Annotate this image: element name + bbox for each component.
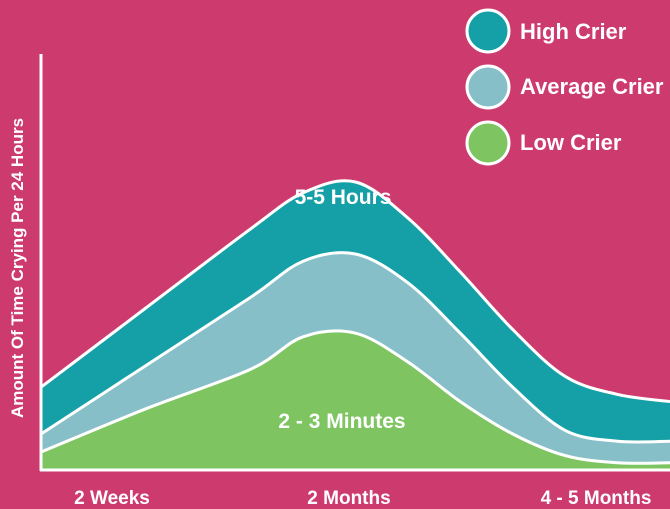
low-crier-annotation: 2 - 3 Minutes [278,410,405,433]
legend: High Crier Average Crier Low Crier [465,8,664,166]
legend-label-average: Average Crier [520,74,664,99]
legend-label-high: High Crier [520,19,627,44]
x-tick-label: 2 Months [307,488,390,509]
y-axis-label: Amount Of Time Crying Per 24 Hours [8,118,27,418]
legend-swatch-low [465,120,511,166]
legend-swatch-high [465,8,511,54]
legend-item-low: Low Crier [465,120,622,166]
low-crier-outline [40,329,670,465]
legend-swatch-average [465,64,511,110]
legend-label-low: Low Crier [520,130,622,155]
area-layers [40,179,670,471]
x-tick-label: 2 Weeks [74,488,150,509]
x-tick-label: 4 - 5 Months [541,488,652,509]
legend-item-high: High Crier [465,8,627,54]
high-crier-outline [40,179,670,404]
legend-item-average: Average Crier [465,64,664,110]
high-crier-annotation: 5-5 Hours [295,186,392,209]
average-crier-outline [40,251,670,444]
